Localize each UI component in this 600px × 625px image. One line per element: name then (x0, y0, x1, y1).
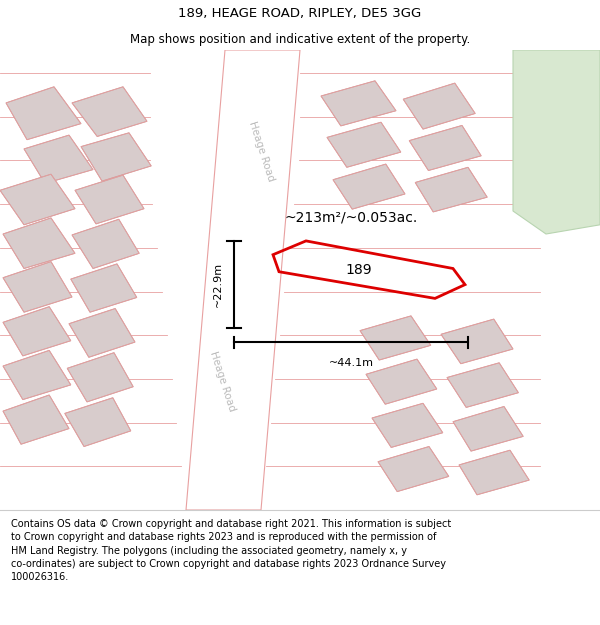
Polygon shape (81, 132, 151, 181)
Polygon shape (453, 406, 523, 451)
Polygon shape (3, 351, 71, 399)
Text: Map shows position and indicative extent of the property.: Map shows position and indicative extent… (130, 32, 470, 46)
Polygon shape (75, 175, 144, 224)
Polygon shape (186, 50, 300, 510)
Polygon shape (403, 83, 475, 129)
Polygon shape (372, 403, 443, 448)
Text: 189, HEAGE ROAD, RIPLEY, DE5 3GG: 189, HEAGE ROAD, RIPLEY, DE5 3GG (178, 8, 422, 21)
Polygon shape (360, 316, 431, 360)
Polygon shape (459, 450, 529, 495)
Polygon shape (72, 87, 147, 136)
Polygon shape (67, 352, 133, 402)
Text: 189: 189 (345, 263, 371, 277)
Polygon shape (0, 174, 75, 225)
Polygon shape (6, 87, 81, 140)
Polygon shape (72, 219, 139, 269)
Polygon shape (321, 81, 396, 126)
Polygon shape (415, 168, 487, 212)
Text: Contains OS data © Crown copyright and database right 2021. This information is : Contains OS data © Crown copyright and d… (11, 519, 451, 582)
Polygon shape (409, 126, 481, 171)
Polygon shape (69, 309, 135, 358)
Polygon shape (513, 50, 600, 234)
Polygon shape (3, 262, 72, 312)
Polygon shape (441, 319, 513, 364)
Polygon shape (3, 218, 75, 269)
Polygon shape (333, 164, 405, 209)
Polygon shape (447, 362, 518, 408)
Text: ~213m²/~0.053ac.: ~213m²/~0.053ac. (285, 211, 418, 225)
Polygon shape (366, 359, 437, 404)
Text: Heage Road: Heage Road (247, 120, 275, 182)
Polygon shape (71, 264, 137, 312)
Polygon shape (65, 398, 131, 446)
Polygon shape (327, 122, 401, 168)
Polygon shape (378, 446, 449, 492)
Polygon shape (3, 395, 69, 444)
Text: ~22.9m: ~22.9m (213, 262, 223, 307)
Polygon shape (3, 307, 71, 356)
Polygon shape (24, 135, 93, 183)
Text: ~44.1m: ~44.1m (329, 358, 373, 368)
Text: Heage Road: Heage Road (208, 350, 236, 413)
